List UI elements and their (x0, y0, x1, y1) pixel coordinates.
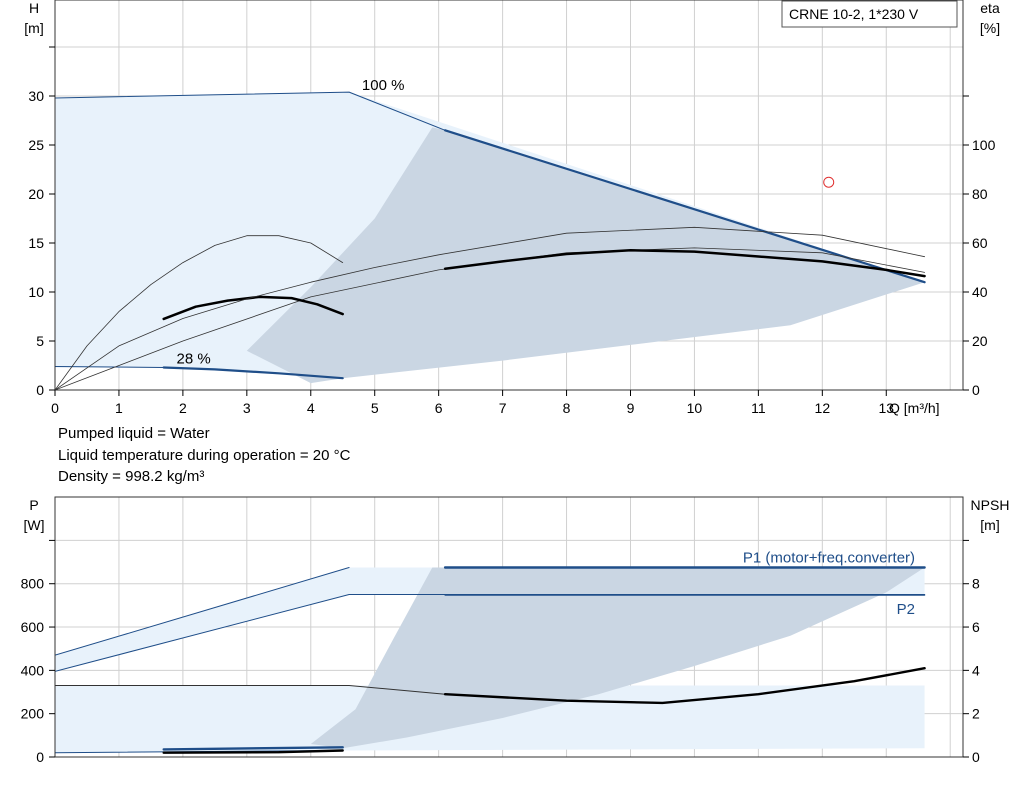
perf-y-tick-label: 15 (28, 235, 44, 251)
perf-y-tick-label: 0 (36, 382, 44, 398)
perf-x-tick-label: 10 (687, 400, 703, 416)
perf-y-axis-title: H (29, 0, 39, 16)
perf-y-tick-label: 20 (28, 186, 44, 202)
perf-duty-point-marker (823, 176, 835, 188)
perf-x-tick-label: 1 (115, 400, 123, 416)
power-series-label: P2 (897, 601, 915, 618)
power-y-tick-label: 200 (21, 706, 45, 722)
perf-x-tick-label: 2 (179, 400, 187, 416)
perf-series-h-100- (55, 91, 446, 131)
perf-series-h-28-duty (162, 366, 344, 380)
power-y2-tick-label: 6 (972, 619, 980, 635)
info-line-density: Density = 998.2 kg/m³ (58, 468, 204, 485)
power-y2-tick-label: 8 (972, 576, 980, 592)
power-y2-axis-unit: [m] (980, 517, 999, 533)
perf-y2-tick-label: 60 (972, 235, 988, 251)
perf-y-tick-label: 25 (28, 137, 44, 153)
perf-x-tick-label: 12 (815, 400, 831, 416)
info-line-temperature: Liquid temperature during operation = 20… (58, 447, 351, 464)
perf-x-tick-label: 7 (499, 400, 507, 416)
perf-series-h-28- (55, 366, 165, 368)
title-box-text: CRNE 10-2, 1*230 V (789, 6, 919, 22)
perf-y-axis-unit: [m] (24, 20, 43, 36)
info-line-liquid: Pumped liquid = Water (58, 425, 210, 442)
perf-operating-area (246, 127, 925, 384)
perf-speed-label: 100 % (362, 77, 405, 94)
power-y-axis-title: P (29, 497, 38, 513)
power-series-p1-100- (55, 567, 350, 656)
power-series-npsh (55, 685, 446, 695)
perf-frame (54, 0, 964, 391)
power-series-npsh-duty (443, 667, 926, 705)
power-y-tick-label: 400 (21, 662, 45, 678)
perf-x-tick-label: 9 (627, 400, 635, 416)
perf-y2-tick-label: 20 (972, 333, 988, 349)
perf-speed-label: 28 % (176, 351, 210, 368)
power-operating-area (310, 567, 925, 749)
power-y-tick-label: 800 (21, 576, 45, 592)
power-y2-axis-title: NPSH (971, 497, 1010, 513)
info-block: Pumped liquid = Water Liquid temperature… (58, 425, 351, 485)
perf-y2-tick-label: 40 (972, 284, 988, 300)
power-y2-tick-label: 2 (972, 706, 980, 722)
perf-y2-axis-unit: [%] (980, 20, 1000, 36)
perf-x-tick-label: 3 (243, 400, 251, 416)
perf-y2-tick-label: 100 (972, 137, 996, 153)
power-y2-tick-label: 4 (972, 662, 980, 678)
perf-series-eta-28- (55, 235, 344, 390)
power-series-p-low-duty (162, 746, 344, 751)
perf-x-tick-label: 6 (435, 400, 443, 416)
perf-x-axis-title: Q [m³/h] (889, 400, 940, 416)
power-plot-content (55, 566, 926, 754)
perf-y-tick-label: 5 (36, 333, 44, 349)
power-series-p2-low-duty (162, 749, 344, 754)
power-range-area (55, 567, 925, 753)
power-y-axis-unit: [W] (24, 517, 45, 533)
title-box: CRNE 10-2, 1*230 V (781, 0, 958, 28)
perf-y2-axis-title: eta (980, 0, 1000, 16)
perf-y2-tick-label: 0 (972, 382, 980, 398)
perf-x-tick-label: 13 (878, 400, 894, 416)
perf-x-tick-label: 4 (307, 400, 315, 416)
perf-series-h-thin-low (55, 226, 925, 390)
perf-y2-tick-label: 80 (972, 186, 988, 202)
perf-x-tick-label: 11 (751, 400, 766, 416)
power-y2-tick-label: 0 (972, 749, 980, 765)
perf-x-tick-label: 8 (563, 400, 571, 416)
power-y-tick-label: 0 (36, 749, 44, 765)
power-y-tick-label: 600 (21, 619, 45, 635)
perf-x-tick-label: 5 (371, 400, 379, 416)
perf-x-tick-label: 0 (51, 400, 59, 416)
perf-y-tick-label: 10 (28, 284, 44, 300)
perf-series-eta-28-duty (162, 295, 344, 321)
perf-plot-content (55, 91, 926, 390)
power-series-label: P1 (motor+freq.converter) (743, 549, 915, 566)
perf-series-eta-100-duty (443, 249, 926, 278)
power-chart: 0 200 400 600 800 0 2 4 6 8 P [W] NPSH [m] P1 (motor+f… (21, 496, 1010, 765)
perf-y-tick-label: 30 (28, 88, 44, 104)
